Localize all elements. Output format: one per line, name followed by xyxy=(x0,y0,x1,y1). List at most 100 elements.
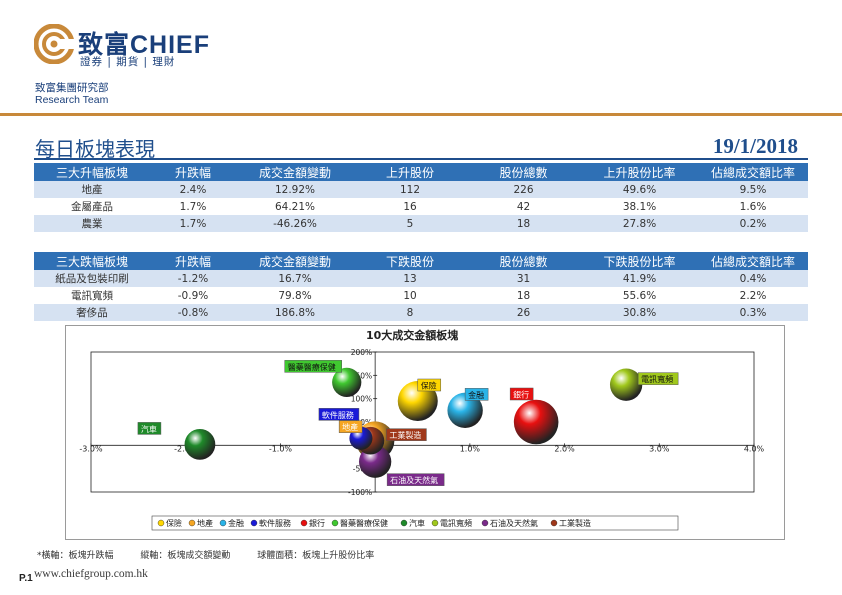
table-header-cell: 佔總成交額比率 xyxy=(698,252,808,270)
table-cell: 49.6% xyxy=(581,181,698,198)
table-header-cell: 上升股份比率 xyxy=(581,163,698,181)
bubble-label-box xyxy=(284,360,342,373)
plot-area xyxy=(90,351,755,493)
x-tick-label: -3.0% xyxy=(79,444,103,453)
top-losers-table: 三大跌幅板塊 升跌幅 成交金額變動 下跌股份 股份總數 下跌股份比率 佔總成交額… xyxy=(34,252,808,321)
table-header-row: 三大升幅板塊 升跌幅 成交金額變動 上升股份 股份總數 上升股份比率 佔總成交額… xyxy=(34,163,808,181)
table-cell: 13 xyxy=(354,270,466,287)
table-cell: 18 xyxy=(466,215,581,232)
bubble-label: 軟件服務 xyxy=(322,410,354,420)
chart-title: 10大成交金額板塊 xyxy=(366,328,458,342)
x-tick-label: 4.0% xyxy=(744,444,765,453)
top-gainers-table: 三大升幅板塊 升跌幅 成交金額變動 上升股份 股份總數 上升股份比率 佔總成交額… xyxy=(34,163,808,232)
table-cell: 2.4% xyxy=(150,181,236,198)
table-cell: 1.6% xyxy=(698,198,808,215)
table-cell: 112 xyxy=(354,181,466,198)
table-cell: 55.6% xyxy=(581,287,698,304)
table-cell: -1.2% xyxy=(150,270,236,287)
legend-label: 軟件服務 xyxy=(259,518,291,528)
legend-marker xyxy=(300,519,308,527)
table-header-cell: 成交金額變動 xyxy=(236,163,354,181)
bubble-label-box xyxy=(637,372,679,385)
table-header-cell: 三大跌幅板塊 xyxy=(34,252,150,270)
legend-marker xyxy=(431,519,439,527)
x-tick-label: 2.0% xyxy=(554,444,575,453)
table-cell: 奢侈品 xyxy=(34,304,150,321)
page-title: 每日板塊表現 xyxy=(35,137,155,161)
y-tick-label: 150% xyxy=(351,371,372,380)
table-row: 農業 1.7% -46.26% 5 18 27.8% 0.2% xyxy=(34,215,808,232)
table-cell: 26 xyxy=(466,304,581,321)
table-cell: 31 xyxy=(466,270,581,287)
y-tick-label: -100% xyxy=(348,488,372,497)
table-header-row: 三大跌幅板塊 升跌幅 成交金額變動 下跌股份 股份總數 下跌股份比率 佔總成交額… xyxy=(34,252,808,270)
table-cell: 38.1% xyxy=(581,198,698,215)
page-number: P.1 xyxy=(19,573,33,584)
legend-marker xyxy=(219,519,227,527)
department-label: 致富集團研究部 xyxy=(35,82,109,94)
bubble-point xyxy=(447,392,483,429)
table-cell: 30.8% xyxy=(581,304,698,321)
legend-label: 工業製造 xyxy=(559,518,591,528)
table-row: 電訊寬頻 -0.9% 79.8% 10 18 55.6% 2.2% xyxy=(34,287,808,304)
chart-footnote: *橫軸：板塊升跌幅 縱軸：板塊成交額變動 球體面積：板塊上升股份比率 xyxy=(37,548,398,561)
table-cell: 農業 xyxy=(34,215,150,232)
bubble-label-box xyxy=(137,422,162,435)
bubble-label: 保險 xyxy=(421,381,437,391)
table-cell: 1.7% xyxy=(150,215,236,232)
table-header-cell: 成交金額變動 xyxy=(236,252,354,270)
table-cell: 金屬產品 xyxy=(34,198,150,215)
table-cell: 18 xyxy=(466,287,581,304)
bubble-chart: 10大成交金額板塊 -3.0%-2.0%-1.0%0.0%1.0%2.0%3.0… xyxy=(79,328,765,531)
table-cell: 226 xyxy=(466,181,581,198)
bubble-label: 醫藥醫療保健 xyxy=(288,362,336,372)
legend-marker xyxy=(550,519,558,527)
report-date: 19/1/2018 xyxy=(712,134,798,158)
bubble-label: 汽車 xyxy=(141,424,157,434)
bubble-label: 工業製造 xyxy=(389,430,421,440)
x-tick-label: 1.0% xyxy=(460,444,481,453)
table-cell: 41.9% xyxy=(581,270,698,287)
bubble-label-box xyxy=(338,420,363,433)
table-header-cell: 下跌股份比率 xyxy=(581,252,698,270)
website-link[interactable]: www.chiefgroup.com.hk xyxy=(34,568,148,580)
legend-label: 銀行 xyxy=(309,518,325,528)
bubble-label: 金融 xyxy=(468,390,484,400)
table-header-cell: 三大升幅板塊 xyxy=(34,163,150,181)
legend-label: 醫藥醫療保健 xyxy=(340,518,388,528)
legend-marker xyxy=(157,519,165,527)
table-row: 金屬產品 1.7% 64.21% 16 42 38.1% 1.6% xyxy=(34,198,808,215)
footnote-x-axis: *橫軸：板塊升跌幅 xyxy=(37,551,114,561)
table-header-cell: 股份總數 xyxy=(466,163,581,181)
table-cell: 5 xyxy=(354,215,466,232)
table-cell: 0.3% xyxy=(698,304,808,321)
y-tick-label: 50% xyxy=(355,418,372,427)
x-tick-label: -1.0% xyxy=(269,444,293,453)
table-cell: -0.9% xyxy=(150,287,236,304)
table-cell: 16 xyxy=(354,198,466,215)
chart-legend xyxy=(151,515,679,531)
table-header-cell: 升跌幅 xyxy=(150,252,236,270)
bubble-label: 石油及天然氣 xyxy=(390,475,438,485)
bubble-point xyxy=(184,429,216,460)
brand-tagline: 證券 | 期貨 | 理財 xyxy=(80,56,176,68)
table-cell: 9.5% xyxy=(698,181,808,198)
bubble-label-box xyxy=(417,378,442,392)
table-cell: 27.8% xyxy=(581,215,698,232)
table-cell: 1.7% xyxy=(150,198,236,215)
table-cell: 8 xyxy=(354,304,466,321)
legend-marker xyxy=(188,519,196,527)
bubble-label: 銀行 xyxy=(513,390,529,400)
legend-label: 金融 xyxy=(228,518,244,528)
header-divider xyxy=(0,113,842,116)
table-cell: 12.92% xyxy=(236,181,354,198)
table-cell: 16.7% xyxy=(236,270,354,287)
table-cell: 2.2% xyxy=(698,287,808,304)
bubble-label-box xyxy=(464,388,489,401)
table-cell: 186.8% xyxy=(236,304,354,321)
table-cell: -0.8% xyxy=(150,304,236,321)
footnote-y-axis: 縱軸：板塊成交額變動 xyxy=(140,551,231,561)
bubble-label-box xyxy=(386,428,427,441)
table-header-cell: 佔總成交額比率 xyxy=(698,163,808,181)
bubble-point xyxy=(513,399,559,445)
